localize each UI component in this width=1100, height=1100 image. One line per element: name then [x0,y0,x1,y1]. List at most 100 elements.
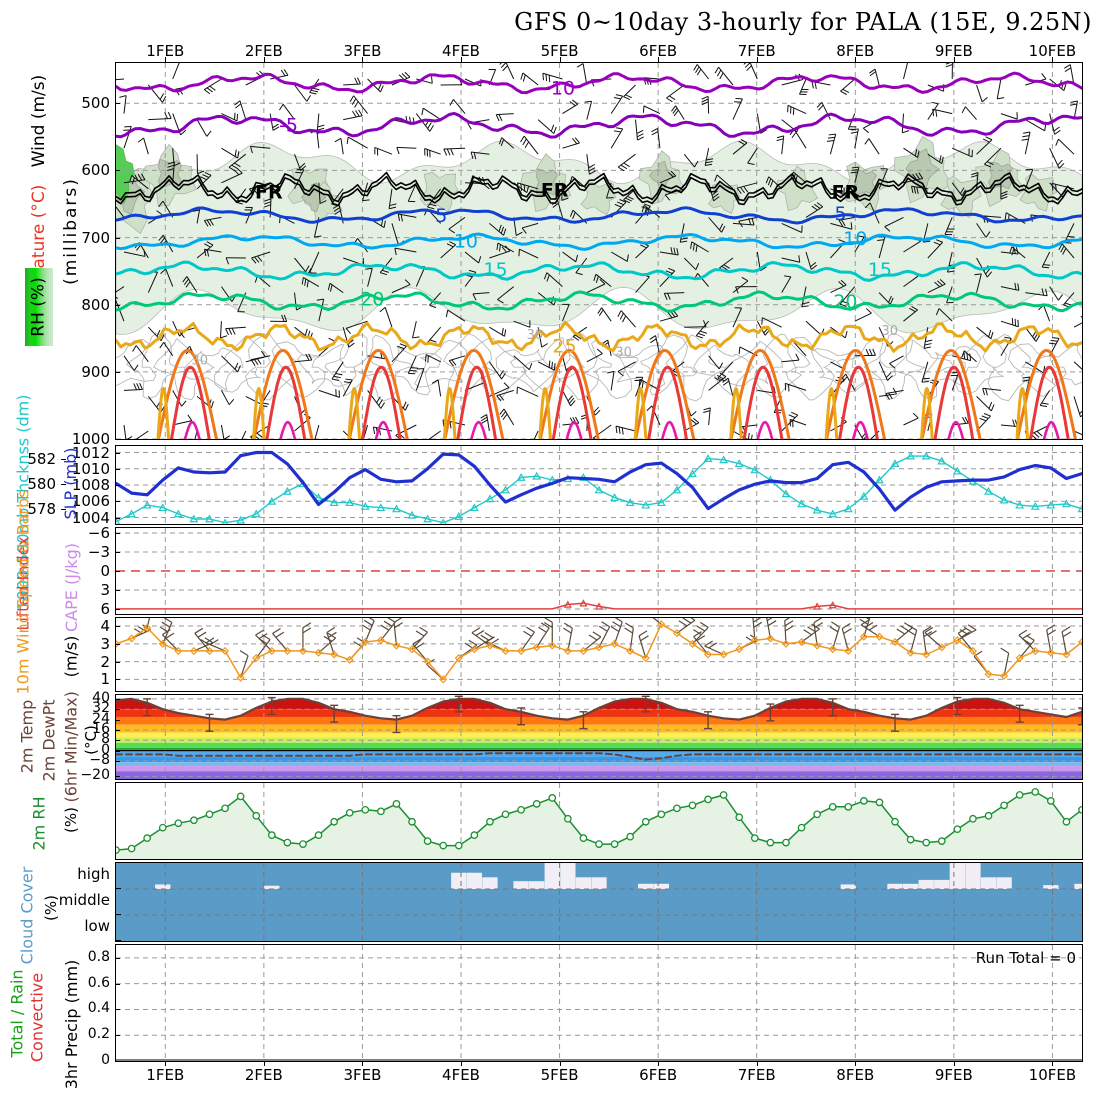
isotherm-35 [933,365,975,439]
axis-title-wind10m-units: (m/s) [62,628,81,684]
lifted-index-line [116,602,1082,610]
axis-tick-label: −8 [89,751,110,768]
rh-contour [954,334,1007,395]
axis-tick-label: 1004 [71,508,110,527]
isotherm-25 [920,387,934,439]
isotherm-30 [443,348,505,439]
axis-tick [115,643,120,645]
rh-contour [125,332,186,400]
date-label-top: 3FEB [343,42,382,60]
axis-title-wind: Wind (m/s) [29,60,49,180]
contour-label: 15 [483,259,507,281]
slp-line [116,450,1082,512]
rh-contour [116,338,157,387]
isotherm-40 [660,420,679,439]
date-tick [461,1061,462,1066]
isotherm-35 [170,365,211,439]
contour-label: FR [541,180,569,202]
rh-contour [182,347,244,391]
axis-title-cloud: Cloud Cover [17,865,37,965]
date-tick [559,1061,561,1066]
date-tick [263,57,265,62]
isotherm-40 [470,420,488,439]
axis-tick [115,709,120,711]
date-label-top: 2FEB [244,42,283,60]
wind10m-speed-line [116,623,1082,681]
isotherm-25 [347,387,361,439]
axis-tick-label: −3 [87,543,110,562]
axis-tick [115,485,120,486]
rh-shading-dark [535,168,558,197]
axis-title-temp-units-text: (°C) [82,725,100,755]
rh2m-panel[interactable] [115,782,1083,860]
rh-contour [382,345,442,396]
temp2m-line [116,697,1082,721]
date-tick [461,57,462,62]
isotherm-30 [825,348,886,439]
axis-tick [115,698,120,700]
isotherm-35 [360,365,402,439]
date-tick [953,1061,955,1066]
axis-tick-label: 32 [92,700,110,717]
axis-tick-label: 0.8 [87,948,110,965]
contour-label: 10 [843,228,867,250]
axis-tick [115,103,120,105]
contour-label: 20 [360,288,384,310]
date-label-bottom: 7FEB [737,1066,776,1084]
axis-tick [115,776,120,778]
axis-tick [115,608,120,610]
contour-label: -5 [279,114,298,136]
axis-tick [115,983,120,985]
axis-tick-label: 900 [81,362,110,381]
axis-tick-label: 3 [100,634,110,653]
axis-title-dewpt2m-text: 2m DewPt [39,699,59,782]
lifted-index-cape-panel[interactable] [115,527,1083,615]
date-label-bottom: 3FEB [343,1066,382,1084]
isotherm-25 [824,387,839,439]
run-total-label: Run Total = 0 [975,949,1076,967]
axis-title-millibars-text: (millibars) [61,177,81,285]
axis-tick-label: 800 [81,295,110,314]
axis-tick [115,304,120,306]
rh-contour [893,339,955,400]
precip-panel[interactable]: Run Total = 0 [115,944,1083,1062]
date-label-top: 1FEB [146,42,185,60]
axis-title-dewpt2m: 2m DewPt [39,694,59,786]
axis-tick [115,740,120,742]
axis-title-rh: RH (%) [25,268,53,346]
wind10m-panel[interactable] [115,617,1083,692]
isotherm-35 [838,365,879,439]
temp2m-panel[interactable] [115,694,1083,780]
cloud-cover-panel[interactable] [115,862,1083,942]
axis-tick [115,237,120,239]
axis-tick-label: 0.4 [87,1000,110,1017]
axis-tick [115,517,120,519]
cloud-level-label: low [84,917,110,935]
axis-tick-label: 24 [92,710,110,727]
axis-title-precip-text: 3hr Precip (mm) [62,959,81,1090]
slp-thickness-panel[interactable] [115,445,1083,525]
axis-title-rh2m-text: 2m RH [29,796,49,851]
axis-tick [115,760,120,762]
axis-title-wind10m-text: 10m Wind Speed & Barbs [13,489,33,695]
isotherm-25 [252,387,266,439]
axis-tick [115,552,120,554]
isotherm-25 [156,387,171,439]
date-tick [658,57,660,62]
upper-air-panel[interactable]: -10 -5 FR FR FR 5 5 10 10 15 15 20 20 25 30 30 30 30 [115,62,1083,440]
axis-title-temp2m-text: 2m Temp [17,699,37,774]
axis-tick-label: 580 [27,474,56,493]
axis-tick [115,589,120,591]
axis-tick-label: 500 [81,94,110,113]
date-label-bottom: 1FEB [146,1066,185,1084]
axis-title-minmax-text: (6hr Min/Max) [61,691,81,803]
rh-contour [923,345,982,390]
isotherm-20 [116,290,1082,313]
date-tick [953,57,955,62]
axis-tick-label: 0 [100,562,110,580]
axis-tick-label: 1 [100,670,110,689]
isotherm-40 [279,420,297,439]
isotherm-40 [756,420,774,439]
isotherm-10 [116,232,1082,251]
axis-title-cloud-text: Cloud Cover [17,866,37,965]
